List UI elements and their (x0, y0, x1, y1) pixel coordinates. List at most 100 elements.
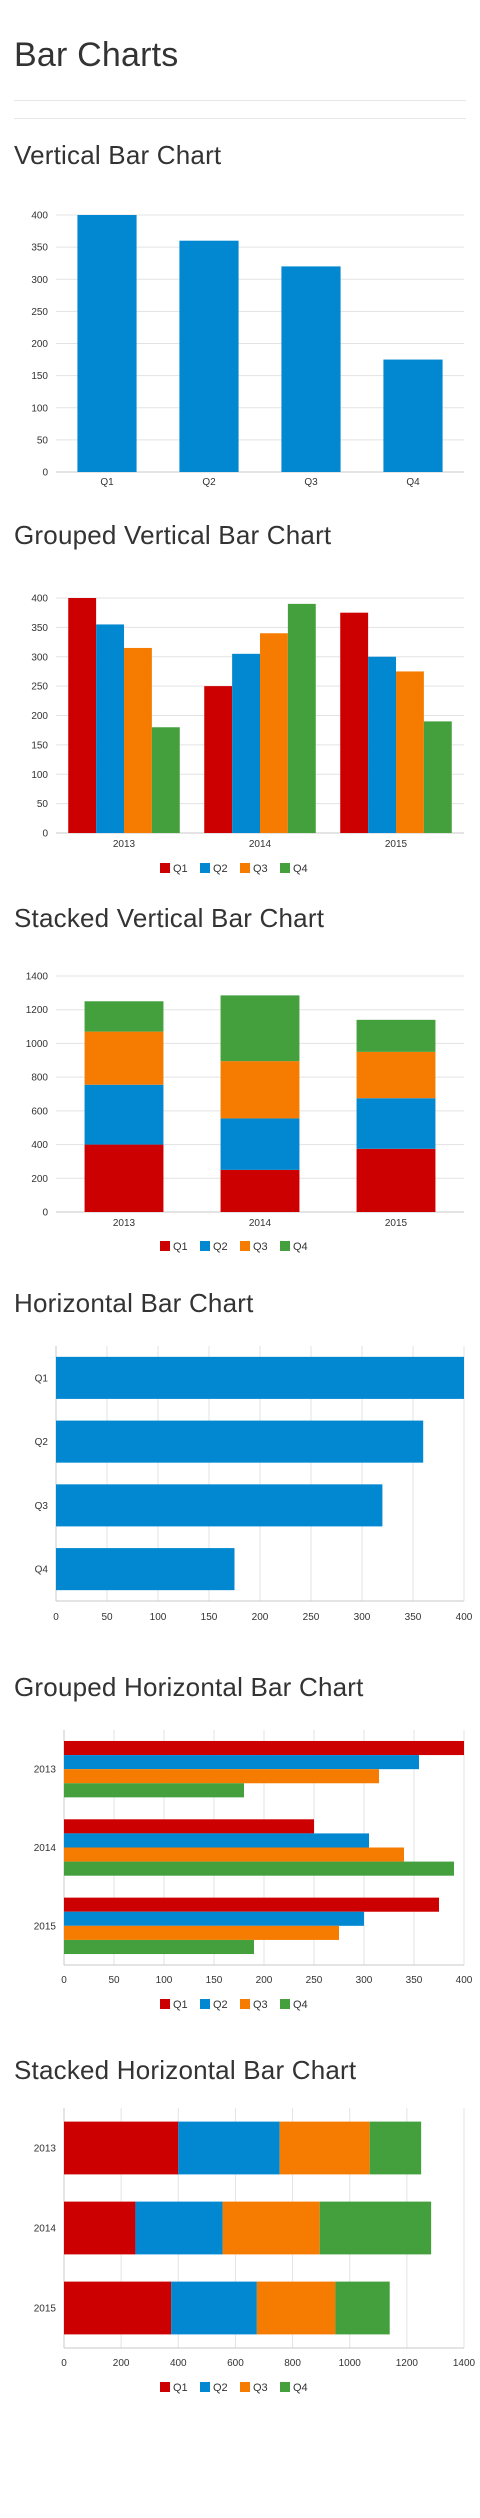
bar-2013-q4 (151, 727, 180, 833)
x-tick-label: 350 (405, 1612, 422, 1623)
bar-2013-q4 (64, 1783, 244, 1798)
legend-swatch-q3 (240, 1241, 250, 1251)
bar-2013-q3 (124, 647, 152, 833)
y-tick-label: 0 (42, 1208, 48, 1219)
legend-label-q1: Q1 (173, 863, 188, 875)
y-tick-label: 200 (31, 1174, 48, 1185)
y-tick-label: 400 (31, 594, 48, 605)
bar-2014-q3 (220, 1061, 300, 1119)
legend-swatch-q4 (280, 1999, 290, 2009)
bar-2014-q4 (64, 1861, 454, 1876)
y-tick-label: 0 (42, 468, 48, 479)
bar-2014-q2 (220, 1118, 300, 1170)
x-category-label: Q4 (406, 477, 420, 488)
legend-swatch-q4 (280, 2382, 290, 2392)
x-tick-label: 250 (303, 1612, 320, 1623)
grouped-vertical-bar-chart-title: Grouped Vertical Bar Chart (14, 520, 332, 550)
x-tick-label: 1400 (453, 2358, 476, 2369)
bar-2014-q4 (220, 995, 300, 1062)
bar-q2 (179, 240, 239, 472)
bar-2013-q3 (84, 1031, 164, 1085)
y-tick-label: 1200 (26, 1005, 49, 1016)
legend-swatch-q2 (200, 2382, 210, 2392)
legend-label-q3: Q3 (253, 2382, 268, 2394)
bar-q3 (56, 1484, 383, 1527)
legend: Q1 Q2 Q3 Q4 (160, 1999, 308, 2011)
legend-swatch-q4 (280, 1241, 290, 1251)
y-category-label: Q2 (35, 1437, 49, 1448)
bar-2013-q2 (64, 1755, 419, 1770)
stacked-vertical-bar-chart-title: Stacked Vertical Bar Chart (14, 903, 325, 933)
x-tick-label: 600 (227, 2358, 244, 2369)
bar-2014-q3 (222, 2201, 320, 2255)
horizontal-bar-chart: 0 50 100 150 200 250 300 350 400 Q1 Q2 Q3 Q4 (35, 1346, 473, 1623)
bar-2015-q4 (356, 1019, 436, 1052)
x-tick-label: 0 (61, 1975, 67, 1986)
x-tick-label: 1000 (339, 2358, 362, 2369)
x-tick-label: 50 (101, 1612, 113, 1623)
bar-2014-q4 (287, 603, 316, 833)
bar-2013-q2 (178, 2121, 280, 2175)
bar-2014-q2 (64, 1833, 369, 1848)
x-tick-label: 400 (456, 1975, 473, 1986)
x-tick-label: 200 (113, 2358, 130, 2369)
grouped-horizontal-bar-chart-title: Grouped Horizontal Bar Chart (14, 1672, 364, 1702)
x-tick-label: 350 (406, 1975, 423, 1986)
x-tick-label: 100 (156, 1975, 173, 1986)
bar-2015-q1 (64, 1897, 439, 1912)
x-category-label: Q1 (100, 477, 114, 488)
x-tick-label: 250 (306, 1975, 323, 1986)
x-tick-label: 300 (354, 1612, 371, 1623)
y-category-label: 2015 (34, 2304, 57, 2315)
x-tick-label: 150 (201, 1612, 218, 1623)
x-tick-label: 0 (61, 2358, 67, 2369)
bar-2015-q2 (368, 656, 396, 833)
y-category-label: Q3 (35, 1501, 49, 1512)
legend: Q1 Q2 Q3 Q4 (160, 2382, 308, 2394)
bar-2014-q3 (260, 633, 288, 833)
bar-2013-q1 (68, 598, 97, 833)
y-tick-label: 300 (31, 652, 48, 663)
legend-swatch-q2 (200, 863, 210, 873)
legend-swatch-q1 (160, 2382, 170, 2392)
bar-q4 (56, 1548, 235, 1591)
bar-2013-q3 (64, 1769, 379, 1784)
x-category-label: 2013 (113, 1218, 136, 1229)
x-tick-label: 400 (170, 2358, 187, 2369)
legend-label-q3: Q3 (253, 1999, 268, 2011)
page-title: Bar Charts (14, 36, 179, 74)
x-tick-label: 200 (256, 1975, 273, 1986)
bar-2014-q1 (204, 686, 233, 833)
y-category-label: 2015 (34, 1921, 57, 1932)
y-tick-label: 1000 (26, 1039, 49, 1050)
y-tick-label: 1400 (26, 972, 49, 983)
x-category-label: 2014 (249, 1218, 272, 1229)
y-category-label: 2013 (34, 1765, 57, 1776)
x-tick-label: 100 (150, 1612, 167, 1623)
bar-2015-q1 (340, 612, 369, 833)
bar-2014-q3 (64, 1847, 404, 1862)
bar-2013-q1 (64, 2121, 179, 2175)
y-tick-label: 350 (31, 243, 48, 254)
bar-2013-q2 (84, 1084, 164, 1145)
stacked-horizontal-bar-chart-title: Stacked Horizontal Bar Chart (14, 2055, 357, 2085)
bar-2014-q1 (64, 2201, 136, 2255)
legend-label-q2: Q2 (213, 1241, 228, 1253)
vertical-bar-chart: 0 50 100 150 200 250 300 350 400 Q1 Q2 Q3 Q4 (31, 211, 464, 488)
y-tick-label: 250 (31, 682, 48, 693)
x-tick-label: 150 (206, 1975, 223, 1986)
legend-label-q2: Q2 (213, 2382, 228, 2394)
legend-swatch-q3 (240, 1999, 250, 2009)
y-tick-label: 250 (31, 307, 48, 318)
x-category-label: Q2 (202, 477, 216, 488)
title-divider-secondary (14, 118, 466, 119)
legend-label-q4: Q4 (293, 2382, 308, 2394)
x-category-label: 2015 (385, 839, 408, 850)
y-category-label: 2014 (34, 2224, 57, 2235)
y-tick-label: 300 (31, 275, 48, 286)
bar-2015-q4 (423, 721, 452, 833)
legend-label-q4: Q4 (293, 863, 308, 875)
x-tick-label: 1200 (396, 2358, 419, 2369)
bar-2013-q4 (369, 2121, 422, 2175)
